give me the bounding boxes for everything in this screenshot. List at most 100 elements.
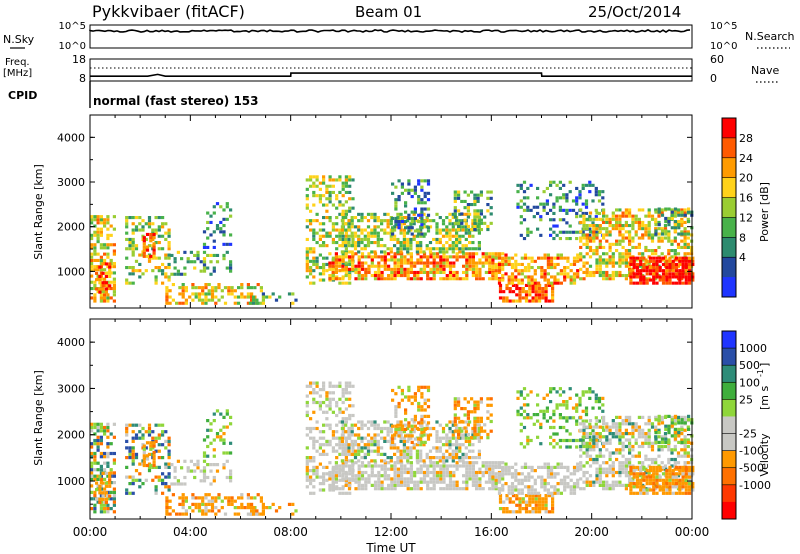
- power-cell: [363, 216, 367, 220]
- power-cell: [452, 270, 456, 274]
- velocity-cell: [608, 487, 612, 491]
- power-cell: [413, 185, 417, 189]
- velocity-cell: [457, 397, 461, 401]
- power-cell: [546, 278, 550, 282]
- velocity-cell: [533, 469, 537, 473]
- power-cell: [542, 190, 546, 194]
- power-cell: [261, 301, 265, 305]
- velocity-cell: [212, 438, 216, 442]
- power-cell: [386, 222, 390, 226]
- power-cell: [157, 241, 161, 245]
- power-cell: [400, 255, 404, 259]
- power-cell: [312, 203, 316, 207]
- velocity-cell: [601, 396, 605, 400]
- velocity-cell: [417, 437, 421, 441]
- velocity-cell: [522, 445, 527, 449]
- velocity-cell: [380, 483, 384, 487]
- velocity-cell: [370, 483, 374, 487]
- power-colorbar-tick-label: 16: [739, 192, 753, 205]
- velocity-cell: [325, 410, 329, 414]
- velocity-cell: [217, 496, 221, 500]
- power-cell: [678, 262, 682, 266]
- power-cell: [202, 250, 207, 254]
- velocity-cell: [328, 483, 332, 487]
- power-cell: [90, 258, 94, 262]
- power-cell: [442, 267, 446, 271]
- power-cell: [154, 281, 158, 285]
- velocity-cell: [348, 381, 352, 385]
- power-cell: [347, 277, 352, 281]
- power-cell: [364, 274, 368, 278]
- velocity-cell: [543, 465, 547, 469]
- velocity-cell: [322, 449, 326, 453]
- velocity-cell: [641, 428, 645, 432]
- velocity-cell: [351, 461, 355, 465]
- power-cell: [325, 190, 329, 194]
- velocity-cell: [152, 444, 156, 448]
- velocity-cell: [516, 396, 520, 400]
- power-cell: [106, 218, 110, 222]
- power-cell: [407, 226, 411, 230]
- power-cell: [598, 261, 602, 265]
- velocity-cell: [566, 485, 570, 489]
- power-cell: [544, 296, 548, 300]
- velocity-cell: [252, 512, 256, 516]
- power-cell: [93, 233, 97, 237]
- velocity-cell: [588, 422, 592, 426]
- velocity-cell: [438, 446, 442, 450]
- power-cell: [426, 274, 430, 278]
- power-cell: [125, 266, 129, 270]
- power-cell: [657, 245, 661, 249]
- power-cell: [373, 250, 377, 254]
- velocity-cell: [147, 452, 152, 456]
- velocity-cell: [585, 435, 589, 439]
- velocity-cell: [341, 477, 345, 481]
- velocity-cell: [335, 443, 339, 447]
- velocity-cell: [484, 461, 488, 465]
- velocity-cell: [144, 430, 148, 434]
- power-cell: [518, 290, 522, 294]
- velocity-cell: [572, 469, 577, 473]
- power-cell: [618, 270, 622, 274]
- power-cell: [655, 281, 659, 285]
- velocity-cell: [250, 502, 254, 506]
- power-cell: [387, 258, 391, 262]
- velocity-cell: [138, 423, 142, 427]
- velocity-cell: [634, 467, 638, 471]
- velocity-cell: [543, 482, 547, 486]
- power-cell: [225, 205, 229, 209]
- velocity-cell: [588, 442, 592, 446]
- power-cell: [370, 258, 374, 262]
- power-cell: [448, 267, 453, 271]
- power-cell: [426, 226, 431, 230]
- power-cell: [645, 281, 649, 285]
- velocity-cell: [386, 426, 390, 431]
- power-cell: [531, 296, 535, 300]
- velocity-cell: [578, 403, 582, 407]
- power-cell: [550, 281, 554, 285]
- velocity-cell: [631, 444, 635, 449]
- power-cell: [519, 183, 523, 187]
- power-cell: [357, 244, 361, 248]
- velocity-cell: [409, 464, 413, 468]
- power-cell: [176, 269, 180, 273]
- power-cell: [598, 239, 602, 243]
- power-cell: [647, 220, 651, 224]
- power-cell: [138, 262, 142, 266]
- power-cell: [331, 190, 335, 194]
- velocity-cell: [529, 438, 533, 443]
- power-cell: [665, 269, 669, 273]
- velocity-cell: [373, 443, 377, 447]
- velocity-cell: [407, 421, 411, 425]
- velocity-cell: [250, 506, 254, 510]
- velocity-cell: [142, 463, 146, 468]
- velocity-cell: [108, 478, 112, 482]
- power-cell: [318, 272, 322, 276]
- power-cell: [470, 203, 474, 207]
- power-cell: [93, 243, 97, 247]
- velocity-cell: [468, 449, 472, 453]
- power-cell: [206, 236, 210, 240]
- velocity-cell: [151, 465, 155, 469]
- power-cell: [338, 255, 342, 259]
- velocity-cell: [605, 438, 609, 442]
